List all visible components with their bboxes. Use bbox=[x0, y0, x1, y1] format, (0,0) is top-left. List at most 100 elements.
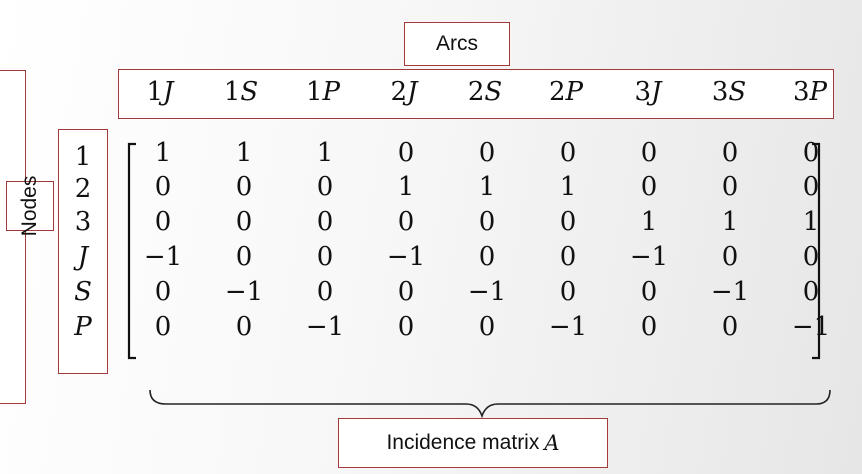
matrix-cell: 0 bbox=[316, 242, 334, 272]
matrix-cell: 0 bbox=[640, 277, 658, 307]
matrix-cell: 0 bbox=[316, 207, 334, 237]
arc-label: 2J bbox=[364, 72, 444, 112]
matrix-cell: 0 bbox=[235, 312, 253, 342]
arc-label: 2S bbox=[445, 72, 525, 112]
caption-variable: A bbox=[544, 431, 560, 455]
matrix-cell: 0 bbox=[154, 172, 172, 202]
nodes-bracket-box bbox=[0, 70, 26, 404]
arc-label-letter: J bbox=[651, 77, 662, 107]
matrix-cell: 0 bbox=[397, 312, 415, 342]
matrix-cell: 0 bbox=[235, 242, 253, 272]
caption-box: Incidence matrix A bbox=[338, 418, 608, 468]
matrix-cell: 0 bbox=[721, 138, 739, 168]
matrix-cell: −1 bbox=[791, 312, 831, 342]
node-label: P bbox=[74, 312, 92, 342]
matrix-cell: 0 bbox=[721, 172, 739, 202]
arc-label-letter: P bbox=[322, 77, 341, 107]
matrix-cell: 0 bbox=[154, 277, 172, 307]
matrix-cell: 1 bbox=[721, 207, 739, 237]
arc-label: 1S bbox=[201, 72, 281, 112]
node-label: 2 bbox=[74, 174, 92, 204]
matrix-cell: 0 bbox=[640, 138, 658, 168]
arc-label-letter: J bbox=[407, 77, 418, 107]
arc-label: 1P bbox=[283, 72, 363, 112]
matrix-cell: −1 bbox=[143, 242, 183, 272]
matrix-left-bracket bbox=[127, 142, 136, 360]
arc-label-letter: S bbox=[728, 77, 747, 107]
matrix-cell: 1 bbox=[478, 172, 496, 202]
arc-label-letter: J bbox=[163, 77, 174, 107]
caption-text: Incidence matrix bbox=[386, 431, 540, 454]
node-label: S bbox=[74, 277, 92, 307]
matrix-cell: 1 bbox=[316, 138, 334, 168]
underbrace bbox=[149, 389, 831, 419]
matrix-cell: 0 bbox=[559, 207, 577, 237]
arc-label: 3P bbox=[770, 72, 850, 112]
arc-label-number: 1 bbox=[146, 77, 164, 107]
matrix-cell: 0 bbox=[802, 172, 820, 202]
matrix-cell: 0 bbox=[478, 138, 496, 168]
matrix-cell: 1 bbox=[559, 172, 577, 202]
node-label: 3 bbox=[74, 207, 92, 237]
matrix-cell: 0 bbox=[397, 207, 415, 237]
arcs-label: Arcs bbox=[436, 32, 478, 55]
matrix-cell: −1 bbox=[629, 242, 669, 272]
matrix-cell: 0 bbox=[640, 312, 658, 342]
arc-label-number: 2 bbox=[548, 77, 566, 107]
arc-header-box bbox=[118, 69, 834, 119]
matrix-cell: −1 bbox=[386, 242, 426, 272]
matrix-cell: 0 bbox=[235, 172, 253, 202]
arcs-label-box: Arcs bbox=[404, 22, 510, 66]
node-header-box bbox=[58, 129, 108, 374]
matrix-cell: −1 bbox=[710, 277, 750, 307]
matrix-cell: 0 bbox=[478, 312, 496, 342]
arc-label-letter: P bbox=[565, 77, 584, 107]
matrix-cell: 0 bbox=[559, 242, 577, 272]
matrix-cell: 0 bbox=[721, 312, 739, 342]
matrix-cell: 0 bbox=[478, 242, 496, 272]
matrix-cell: 0 bbox=[802, 242, 820, 272]
matrix-cell: 1 bbox=[154, 138, 172, 168]
arc-label: 3S bbox=[689, 72, 769, 112]
matrix-cell: 0 bbox=[802, 138, 820, 168]
matrix-cell: 0 bbox=[235, 207, 253, 237]
arc-label-number: 1 bbox=[305, 77, 323, 107]
matrix-cell: 1 bbox=[802, 207, 820, 237]
matrix-cell: 0 bbox=[154, 312, 172, 342]
matrix-cell: 0 bbox=[802, 277, 820, 307]
matrix-right-bracket bbox=[812, 142, 821, 360]
node-label: J bbox=[77, 242, 89, 272]
matrix-cell: 1 bbox=[397, 172, 415, 202]
arc-label-letter: S bbox=[484, 77, 503, 107]
matrix-cell: 0 bbox=[559, 138, 577, 168]
nodes-label-box: Nodes bbox=[6, 176, 54, 236]
matrix-cell: 0 bbox=[559, 277, 577, 307]
matrix-cell: 0 bbox=[397, 138, 415, 168]
matrix-cell: −1 bbox=[305, 312, 345, 342]
arc-label-number: 3 bbox=[634, 77, 652, 107]
node-label: 1 bbox=[74, 142, 92, 172]
arc-label-letter: S bbox=[240, 77, 259, 107]
matrix-cell: 1 bbox=[640, 207, 658, 237]
matrix-cell: 0 bbox=[721, 242, 739, 272]
matrix-cell: −1 bbox=[467, 277, 507, 307]
arc-label-number: 2 bbox=[390, 77, 408, 107]
arc-label-letter: P bbox=[809, 77, 828, 107]
matrix-cell: 0 bbox=[316, 277, 334, 307]
arc-label-number: 1 bbox=[223, 77, 241, 107]
arc-label-number: 3 bbox=[711, 77, 729, 107]
matrix-cell: 0 bbox=[478, 207, 496, 237]
matrix-cell: 0 bbox=[640, 172, 658, 202]
arc-label-number: 3 bbox=[792, 77, 810, 107]
matrix-cell: −1 bbox=[548, 312, 588, 342]
matrix-cell: −1 bbox=[224, 277, 264, 307]
matrix-cell: 0 bbox=[316, 172, 334, 202]
arc-label: 3J bbox=[608, 72, 688, 112]
matrix-cell: 0 bbox=[154, 207, 172, 237]
matrix-cell: 1 bbox=[235, 138, 253, 168]
arc-label: 2P bbox=[526, 72, 606, 112]
arc-label: 1J bbox=[120, 72, 200, 112]
matrix-cell: 0 bbox=[397, 277, 415, 307]
arc-label-number: 2 bbox=[467, 77, 485, 107]
